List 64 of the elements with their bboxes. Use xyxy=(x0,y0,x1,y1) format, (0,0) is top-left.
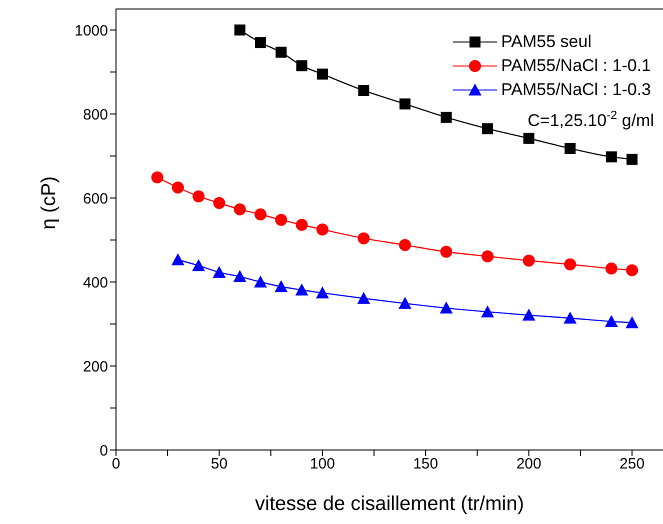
point xyxy=(276,46,287,58)
point xyxy=(233,270,246,282)
point xyxy=(522,254,535,267)
point xyxy=(357,292,370,304)
y-axis-title: η (cP) xyxy=(38,176,60,230)
y-tick-label: 400 xyxy=(82,274,108,292)
y-tick-label: 1000 xyxy=(74,22,108,40)
point xyxy=(234,24,246,36)
point xyxy=(626,316,639,328)
point xyxy=(605,262,618,275)
legend-label: PAM55 seul xyxy=(501,32,592,52)
point xyxy=(254,37,266,48)
point xyxy=(481,305,494,318)
point xyxy=(440,302,453,314)
point xyxy=(564,312,577,324)
point xyxy=(296,60,308,72)
point xyxy=(151,171,164,184)
point xyxy=(171,253,184,266)
point xyxy=(522,308,536,321)
point xyxy=(564,142,576,154)
point xyxy=(626,154,638,165)
legend-label: PAM55/NaCl : 1-0.3 xyxy=(501,80,651,100)
y-tick-label: 800 xyxy=(82,106,108,124)
point xyxy=(358,84,370,96)
x-tick-label: 150 xyxy=(413,456,438,473)
y-tick-label: 200 xyxy=(82,358,108,376)
point xyxy=(213,197,226,210)
x-tick-label: 250 xyxy=(620,456,645,473)
point xyxy=(440,246,452,258)
point xyxy=(254,276,267,288)
point xyxy=(482,123,494,134)
point xyxy=(212,266,226,278)
point xyxy=(234,203,246,216)
point xyxy=(399,98,410,110)
y-tick-label: 0 xyxy=(100,442,108,460)
point xyxy=(398,239,411,252)
x-tick-label: 0 xyxy=(112,456,120,473)
point xyxy=(358,232,370,244)
legend-label: PAM55/NaCl : 1-0.1 xyxy=(501,56,651,76)
point xyxy=(172,182,184,194)
point xyxy=(564,258,576,270)
point xyxy=(274,280,288,292)
point xyxy=(523,132,534,144)
x-tick-label: 50 xyxy=(210,456,228,473)
point xyxy=(192,259,206,272)
point xyxy=(316,224,328,236)
point xyxy=(295,283,308,296)
x-tick-label: 200 xyxy=(516,456,542,473)
point xyxy=(626,264,638,276)
point xyxy=(316,286,329,298)
point xyxy=(316,68,328,80)
point xyxy=(604,314,618,327)
point xyxy=(296,218,308,231)
point xyxy=(398,296,412,309)
point xyxy=(254,208,266,220)
point xyxy=(440,112,452,123)
x-tick-label: 100 xyxy=(310,456,335,473)
point xyxy=(275,214,288,226)
annotation: C=1,25.10$^{-2}$ g/ml xyxy=(528,108,654,130)
point xyxy=(606,151,617,162)
point xyxy=(482,250,494,262)
point xyxy=(192,190,205,202)
y-tick-label: 600 xyxy=(82,190,108,208)
x-axis-title: vitesse de cisaillement (tr/min) xyxy=(255,493,524,515)
